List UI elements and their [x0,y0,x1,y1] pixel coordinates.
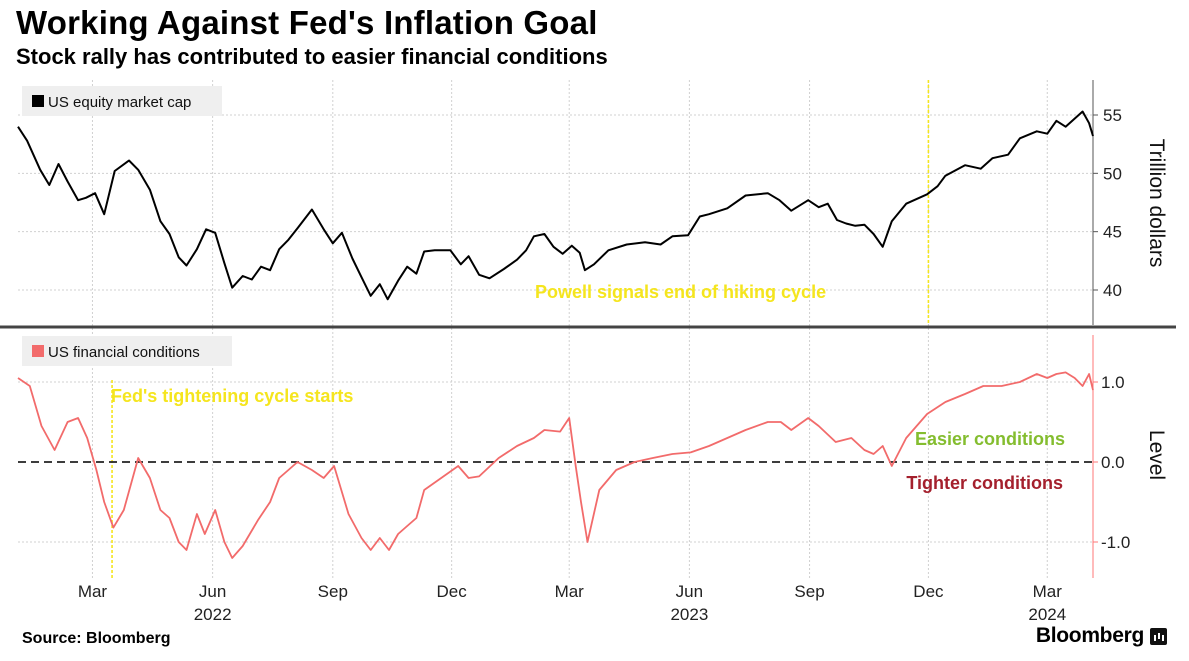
chart-subtitle: Stock rally has contributed to easier fi… [16,44,608,69]
x-tick-label-month: Mar [1033,582,1063,601]
bloomberg-terminal-icon [1150,627,1167,645]
y-tick-label-conditions: -1.0 [1101,533,1130,552]
legend-box-conditions [22,336,232,366]
legend-swatch-conditions [32,345,44,357]
bloomberg-logo: Bloomberg [1036,624,1167,648]
tighter-conditions-label: Tighter conditions [906,473,1063,493]
y-tick-label-equity: 55 [1103,106,1122,125]
source-note: Source: Bloomberg [22,630,171,647]
x-tick-label-month: Jun [676,582,703,601]
x-tick-label-month: Jun [199,582,226,601]
y-axis-title-conditions: Level [1145,430,1168,480]
legend-label-equity: US equity market cap [48,94,191,111]
y-tick-label-conditions: 0.0 [1101,453,1125,472]
y-tick-label-conditions: 1.0 [1101,373,1125,392]
x-tick-label-month: Mar [555,582,585,601]
financial-conditions-line [17,371,1094,559]
y-tick-label-equity: 50 [1103,164,1122,183]
legend-swatch-equity [32,95,44,107]
y-axis-title-equity: Trillion dollars [1145,139,1168,268]
x-tick-label-year: 2024 [1028,605,1066,624]
powell-annotation-label: Powell signals end of hiking cycle [535,282,826,302]
x-tick-label-month: Dec [437,582,468,601]
x-tick-label-month: Mar [78,582,108,601]
x-tick-label-month: Sep [794,582,824,601]
x-tick-label-month: Dec [913,582,944,601]
x-tick-label-month: Sep [318,582,348,601]
chart-title: Working Against Fed's Inflation Goal [16,4,598,41]
legend-label-conditions: US financial conditions [48,344,200,361]
y-tick-label-equity: 45 [1103,223,1122,242]
easier-conditions-label: Easier conditions [915,429,1065,449]
legend-box-equity [22,86,222,116]
x-tick-label-year: 2022 [194,605,232,624]
equity-market-cap-line [17,110,1094,301]
fed-tightening-annotation-label: Fed's tightening cycle starts [111,386,353,406]
y-tick-label-equity: 40 [1103,281,1122,300]
x-tick-label-year: 2023 [670,605,708,624]
brand-text: Bloomberg [1035,624,1144,647]
